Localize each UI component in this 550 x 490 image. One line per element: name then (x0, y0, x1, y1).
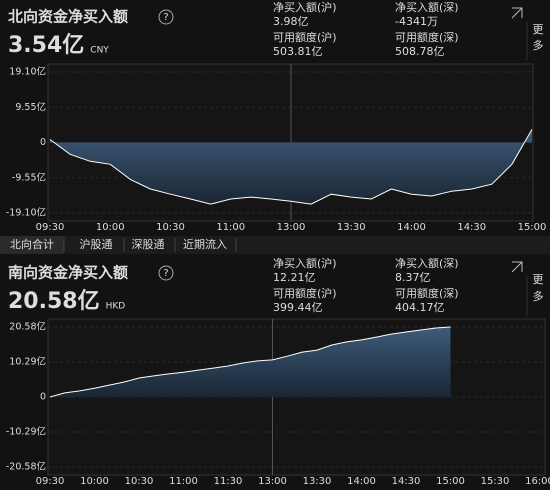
y-tick-label: 0 (40, 392, 46, 403)
stat-label: 净买入额(深) (395, 256, 459, 270)
stat-value: 404.17亿 (395, 301, 445, 314)
stat-value: 12.21亿 (273, 271, 316, 284)
x-tick-label: 13:00 (258, 476, 287, 487)
stat-value: 8.37亿 (395, 271, 431, 284)
x-tick-label: 13:30 (303, 476, 332, 487)
total-value: 20.58亿 (8, 289, 100, 314)
stat-label: 可用额度(沪) (273, 30, 337, 44)
x-tick-label: 15:00 (518, 222, 547, 233)
stat-value: 508.78亿 (395, 45, 445, 58)
x-tick-label: 14:00 (397, 222, 426, 233)
x-tick-label: 16:00 (525, 476, 550, 487)
y-tick-label: 20.58亿 (9, 321, 46, 333)
tab[interactable]: 深股通 (132, 238, 165, 251)
stat-label: 净买入额(深) (395, 0, 459, 14)
x-tick-label: 11:30 (214, 476, 243, 487)
tab[interactable]: 沪股通 (80, 237, 113, 251)
more-button[interactable]: 更 (533, 273, 544, 286)
tab-bar (0, 236, 550, 254)
y-tick-label: -20.58亿 (6, 461, 46, 473)
x-tick-label: 15:00 (436, 476, 465, 487)
currency: HKD (106, 302, 126, 312)
x-tick-label: 14:30 (392, 476, 421, 487)
y-tick-label: -19.10亿 (6, 207, 46, 219)
currency: CNY (90, 46, 109, 56)
more-button[interactable]: 更 (533, 23, 544, 36)
total-value: 3.54亿 (8, 33, 84, 58)
stat-label: 可用额度(深) (395, 30, 459, 44)
y-tick-label: 10.29亿 (9, 356, 46, 368)
x-tick-label: 14:00 (347, 476, 376, 487)
y-tick-label: 9.55亿 (15, 101, 46, 113)
x-tick-label: 13:00 (277, 222, 306, 233)
x-tick-label: 11:00 (216, 222, 245, 233)
stat-label: 可用额度(深) (395, 286, 459, 300)
more-button[interactable]: 多 (533, 38, 544, 52)
tab-active-bg (0, 236, 64, 254)
x-tick-label: 14:30 (457, 222, 486, 233)
x-tick-label: 09:30 (36, 222, 65, 233)
x-tick-label: 15:30 (481, 476, 510, 487)
line (49, 129, 533, 205)
y-tick-label: -9.55亿 (12, 171, 46, 183)
stat-label: 净买入额(沪) (273, 0, 337, 14)
panel-title: 南向资金净买入额 (8, 264, 128, 282)
tab[interactable]: 近期流入 (183, 237, 227, 251)
stat-value: -4341万 (395, 15, 438, 28)
stat-label: 净买入额(沪) (273, 256, 337, 270)
stat-label: 可用额度(沪) (273, 286, 337, 300)
x-tick-label: 13:30 (337, 222, 366, 233)
help-icon[interactable] (158, 9, 174, 25)
x-tick-label: 10:00 (96, 222, 125, 233)
area (50, 129, 532, 205)
help-icon[interactable] (158, 265, 174, 281)
y-tick-label: 0 (40, 137, 46, 148)
help-icon-text: ? (163, 268, 168, 279)
help-icon-text: ? (163, 12, 168, 23)
stat-value: 3.98亿 (273, 15, 309, 28)
x-tick-label: 10:00 (80, 476, 109, 487)
more-button[interactable]: 多 (533, 289, 544, 303)
stat-value: 399.44亿 (273, 301, 323, 314)
x-tick-label: 11:00 (169, 476, 198, 487)
x-tick-label: 10:30 (156, 222, 185, 233)
expand-icon[interactable] (511, 7, 523, 19)
stat-value: 503.81亿 (273, 45, 323, 58)
y-tick-label: -10.29亿 (6, 426, 46, 438)
x-tick-label: 09:30 (36, 476, 65, 487)
y-tick-label: 19.10亿 (9, 66, 46, 78)
panel-title: 北向资金净买入额 (8, 8, 128, 26)
x-tick-label: 10:30 (125, 476, 154, 487)
tab[interactable]: 北向合计 (10, 237, 54, 251)
expand-icon[interactable] (511, 261, 523, 273)
line (49, 326, 451, 398)
